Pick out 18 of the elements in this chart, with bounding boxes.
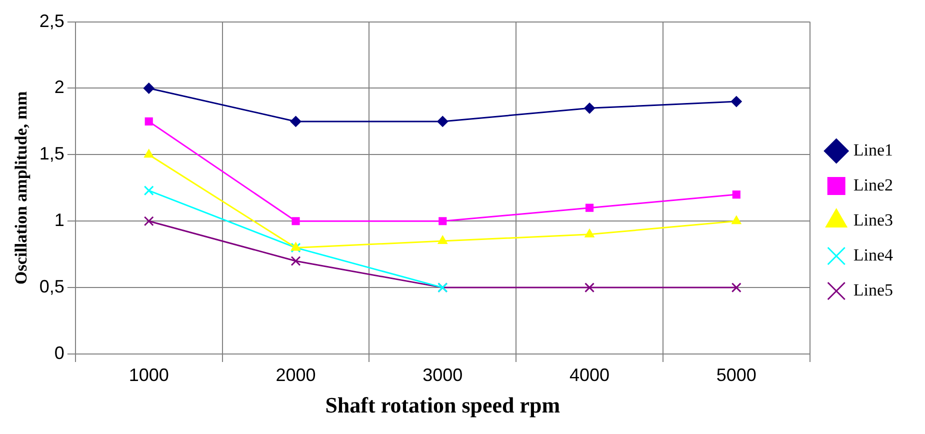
x-tick-label: 1000 xyxy=(128,364,169,385)
legend-label: Line3 xyxy=(853,210,894,230)
legend-label: Line1 xyxy=(853,140,894,160)
y-tick-label: 1,5 xyxy=(39,144,64,164)
legend-label: Line4 xyxy=(853,245,894,264)
legend-label: Line2 xyxy=(853,175,894,194)
y-tick-label: 0,5 xyxy=(39,276,64,297)
y-tick-label: 0 xyxy=(54,342,64,363)
x-tick-label: 5000 xyxy=(716,364,756,385)
x-axis-title: Shaft rotation speed rpm xyxy=(325,392,560,418)
legend-label: Line5 xyxy=(853,280,894,300)
x-tick-label: 4000 xyxy=(569,364,610,385)
x-tick-label: 2000 xyxy=(276,364,316,385)
y-tick-label: 1 xyxy=(54,210,64,230)
x-tick-label: 3000 xyxy=(422,364,463,385)
y-axis-title: Oscillation amplitude, mm xyxy=(12,91,31,284)
y-tick-label: 2 xyxy=(54,77,64,98)
y-tick-label: 2,5 xyxy=(39,10,64,31)
